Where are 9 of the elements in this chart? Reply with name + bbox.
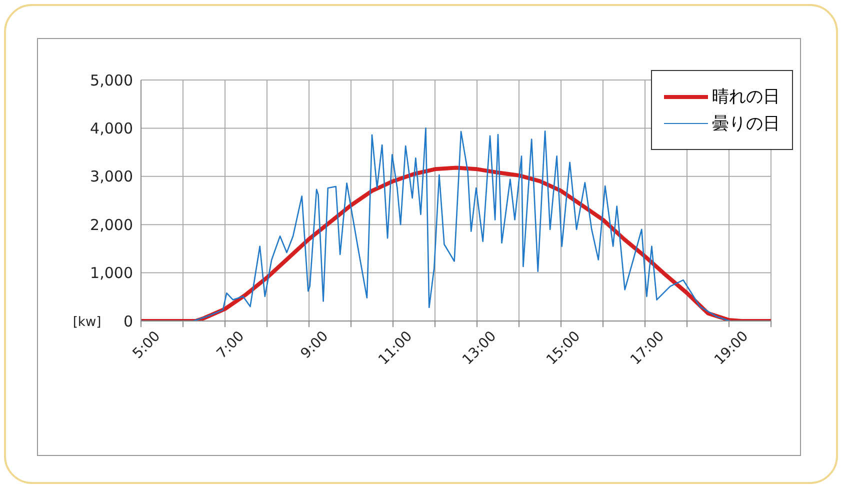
legend-label: 曇りの日 (712, 113, 780, 135)
y-tick-label: 5,000 (90, 71, 133, 90)
y-tick-label: 1,000 (90, 264, 133, 282)
y-tick-label: 4,000 (90, 120, 133, 138)
y-tick-label: 3,000 (90, 168, 133, 186)
y-tick-label: 0 (123, 312, 133, 330)
y-axis-title: [kw] (72, 315, 102, 330)
y-tick-label: 2,000 (90, 216, 133, 234)
legend-label: 晴れの日 (712, 86, 780, 108)
